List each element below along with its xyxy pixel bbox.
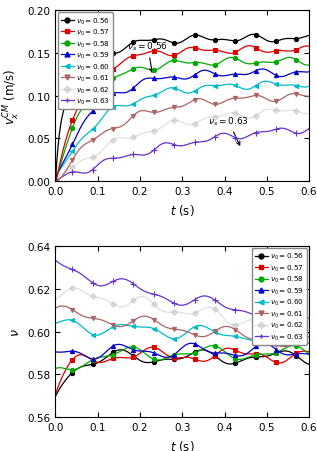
Y-axis label: $\nu$: $\nu$	[9, 327, 22, 336]
Legend: $\nu_0 = 0.56$, $\nu_0 = 0.57$, $\nu_0 = 0.58$, $\nu_0 = 0.59$, $\nu_0 = 0.60$, : $\nu_0 = 0.56$, $\nu_0 = 0.57$, $\nu_0 =…	[252, 249, 307, 345]
X-axis label: $t$ (s): $t$ (s)	[170, 437, 195, 451]
Text: $\nu_s = 0.56$: $\nu_s = 0.56$	[127, 41, 168, 73]
Y-axis label: $v_x^{CM}$ (m/s): $v_x^{CM}$ (m/s)	[2, 69, 22, 124]
X-axis label: $t$ (s): $t$ (s)	[170, 202, 195, 217]
Legend: $\nu_0 = 0.56$, $\nu_0 = 0.57$, $\nu_0 = 0.58$, $\nu_0 = 0.59$, $\nu_0 = 0.60$, : $\nu_0 = 0.56$, $\nu_0 = 0.57$, $\nu_0 =…	[58, 14, 113, 110]
Text: $\nu_s = 0.63$: $\nu_s = 0.63$	[208, 115, 249, 146]
